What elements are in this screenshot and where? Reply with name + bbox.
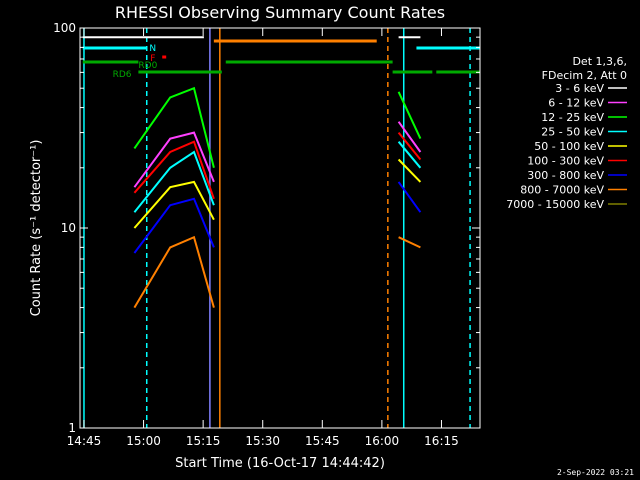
x-tick-label-1: 15:00	[126, 434, 161, 448]
chart-title: RHESSI Observing Summary Count Rates	[115, 3, 445, 22]
legend-label-7: 800 - 7000 keV	[520, 184, 604, 197]
series-6-12keV-segment-0	[133, 131, 215, 188]
plot-frame	[79, 27, 481, 429]
series-12-25keV-segment-0	[133, 86, 215, 169]
x-tick-label-4: 15:45	[305, 434, 340, 448]
series-100-300keV-segment-1	[397, 131, 422, 161]
x-axis-label: Start Time (16-Oct-17 14:44:42)	[175, 456, 385, 471]
x-tick-label-5: 16:00	[365, 434, 400, 448]
legend-header-1: FDecim 2, Att 0	[542, 69, 627, 82]
y-tick-label-2: 100	[53, 21, 76, 35]
legend-label-0: 3 - 6 keV	[555, 82, 604, 95]
flag-label-RD6: RD6	[113, 70, 132, 80]
legend-label-1: 6 - 12 keV	[548, 97, 604, 110]
flag-label-RD0: RD0	[138, 61, 157, 71]
series-300-800keV-segment-1	[397, 181, 422, 213]
x-tick-label-0: 14:45	[67, 434, 102, 448]
flag-label-F: F	[150, 54, 155, 64]
legend-label-2: 12 - 25 keV	[541, 111, 604, 124]
x-tick-label-6: 16:15	[424, 434, 459, 448]
series-300-800keV-segment-0	[133, 197, 215, 254]
series-25-50keV-segment-0	[133, 150, 215, 213]
legend-label-8: 7000 - 15000 keV	[506, 198, 604, 211]
series-50-100keV-segment-0	[133, 180, 215, 229]
legend-header-0: Det 1,3,6,	[572, 55, 627, 68]
series-800-7000keV-segment-0	[133, 235, 215, 309]
legend-label-6: 300 - 800 keV	[527, 169, 604, 182]
series-6-12keV-segment-1	[397, 121, 422, 153]
x-tick-label-3: 15:30	[245, 434, 280, 448]
series-800-7000keV-segment-1	[398, 236, 421, 249]
plot-credit-timestamp: 2-Sep-2022 03:21	[556, 468, 634, 477]
x-tick-label-2: 15:15	[186, 434, 221, 448]
y-tick-label-1: 10	[61, 221, 76, 235]
y-axis-ticks: 1 10 100	[53, 21, 480, 435]
flag-label-N: N	[149, 44, 156, 54]
legend-label-3: 25 - 50 keV	[541, 126, 604, 139]
series-25-50keV-segment-1	[397, 141, 422, 169]
legend: Det 1,3,6,FDecim 2, Att 03 - 6 keV 6 - 12…	[506, 55, 627, 211]
series-50-100keV-segment-1	[397, 158, 422, 183]
series-100-300keV-segment-0	[133, 140, 215, 200]
legend-label-4: 50 - 100 keV	[534, 140, 604, 153]
legend-label-5: 100 - 300 keV	[527, 155, 604, 168]
vertical-markers	[83, 28, 471, 428]
y-axis-label: Count Rate (s⁻¹ detector⁻¹)	[29, 140, 44, 317]
y-tick-label-0: 1	[68, 421, 76, 435]
series-12-25keV-segment-1	[397, 91, 422, 140]
data-series	[82, 36, 422, 309]
x-axis-ticks: 14:45 15:00 15:15 15:30 15:45 16:00 16:15	[67, 28, 459, 448]
